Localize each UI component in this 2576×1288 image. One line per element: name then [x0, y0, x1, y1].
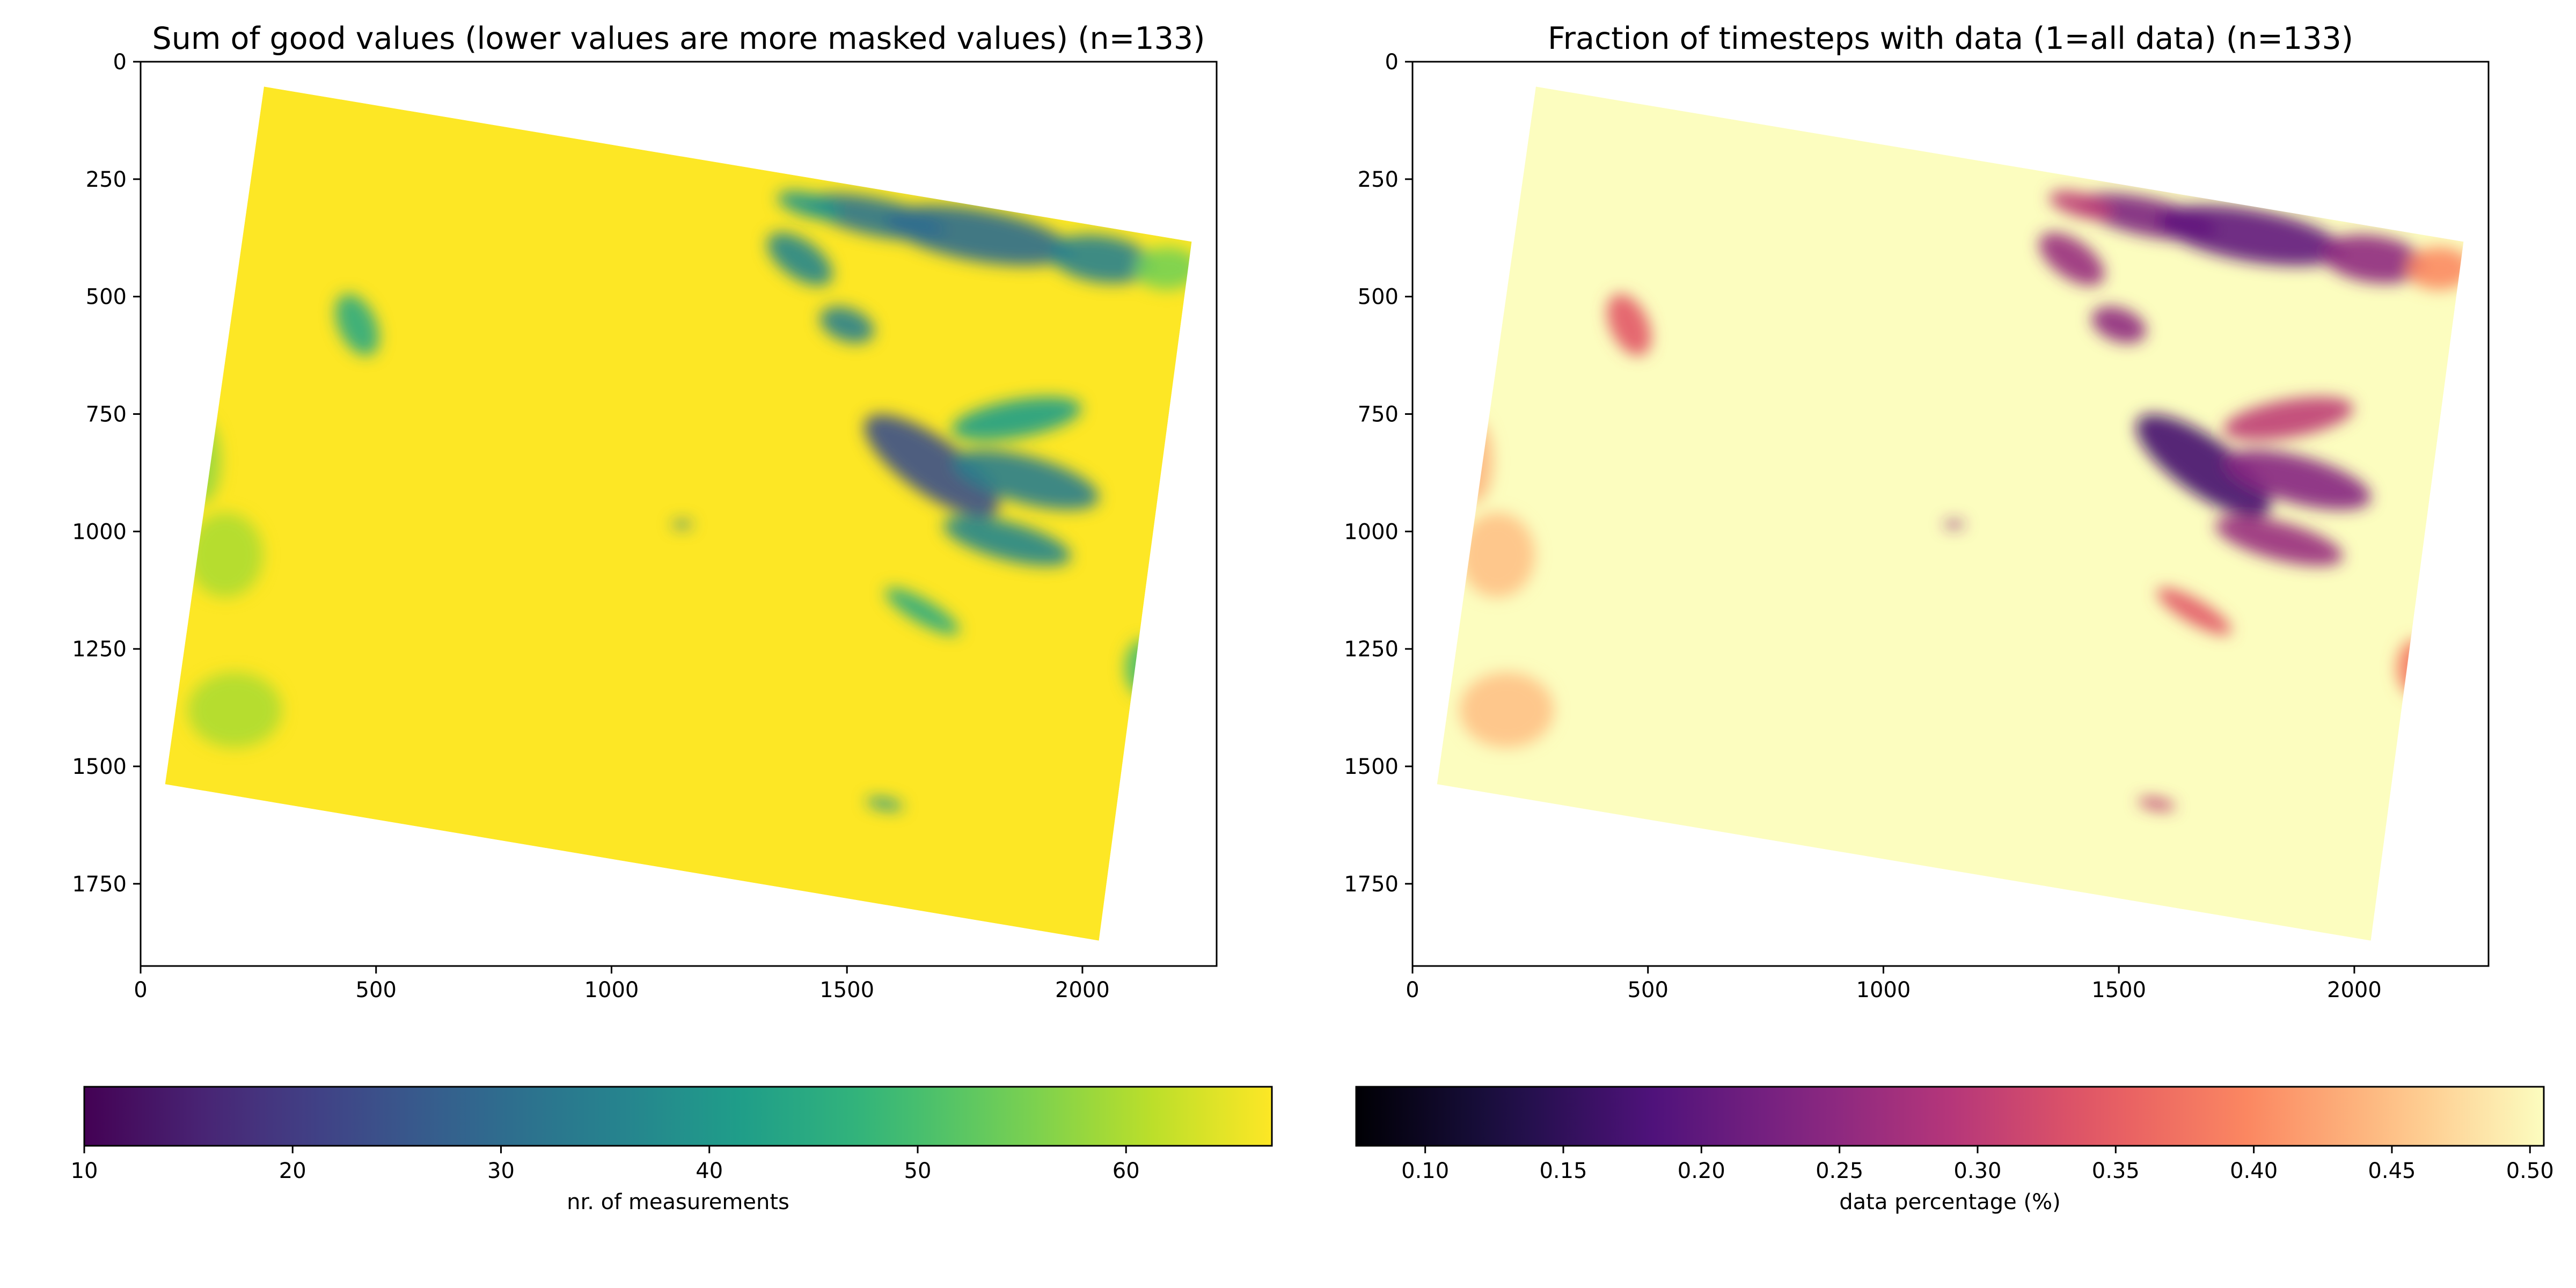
- x-tick-label: 0: [1406, 978, 1419, 1002]
- y-tick-label: 1750: [72, 872, 127, 897]
- colorbar: [1355, 1086, 2545, 1147]
- y-tick-label: 1500: [72, 755, 127, 779]
- heatmap-footprint: [1437, 86, 2464, 941]
- colorbar: [83, 1086, 1273, 1147]
- heatmap-feature-11: [2157, 588, 2231, 635]
- y-tick-label: 0: [1385, 50, 1399, 75]
- x-tick-label: 1500: [819, 978, 874, 1002]
- heatmap-feature-9: [2224, 450, 2371, 510]
- x-tick-label: 500: [1628, 978, 1668, 1002]
- heatmap-panel-sum-good-values: 0 500 1000 1500 2000 0 250 500 750 1000 1250 1500 17…: [71, 21, 1273, 1214]
- y-tick-label: 500: [1358, 285, 1399, 310]
- heatmap-feature-12: [1607, 294, 1651, 356]
- heatmap-feature-10: [943, 516, 1071, 566]
- x-tick-label: 2000: [1055, 978, 1110, 1002]
- y-tick-label: 750: [1358, 402, 1399, 427]
- colorbar-tick-label: 0.35: [2092, 1159, 2140, 1183]
- y-tick-label: 250: [86, 167, 127, 192]
- heatmap-feature-8: [951, 397, 1082, 441]
- colorbar-tick-label: 0.30: [1953, 1159, 2001, 1183]
- colorbar-tick-label: 0.40: [2230, 1159, 2278, 1183]
- y-tick-label: 1250: [1344, 637, 1399, 662]
- x-tick-label: 1000: [584, 978, 639, 1002]
- heatmap-footprint: [165, 86, 1192, 941]
- y-tick-label: 1500: [1344, 755, 1399, 779]
- y-tick-label: 750: [86, 402, 127, 427]
- heatmap-panel-fraction-timesteps: 0 500 1000 1500 2000 0 250 500 750 1000 1250 1500 17…: [1344, 21, 2554, 1214]
- heatmap-feature-14: [671, 521, 693, 529]
- y-tick-label: 500: [86, 285, 127, 310]
- x-tick-label: 1500: [2091, 978, 2146, 1002]
- heatmap-feature-5: [2039, 232, 2105, 286]
- heatmap-feature-6: [819, 306, 874, 343]
- colorbar-label: data percentage (%): [1839, 1190, 2060, 1214]
- x-tick-label: 0: [134, 978, 147, 1002]
- colorbar-tick-label: 20: [279, 1159, 306, 1183]
- colorbar-tick-label: 0.10: [1401, 1159, 1449, 1183]
- x-tick-label: 2000: [2327, 978, 2382, 1002]
- y-tick-label: 250: [1358, 167, 1399, 192]
- y-tick-label: 0: [113, 50, 127, 75]
- heatmap-feature-15: [1459, 513, 1535, 598]
- axes-frame: [140, 61, 1218, 967]
- heatmap-feature-2: [2322, 235, 2425, 284]
- heatmap-feature-1: [885, 205, 1072, 266]
- y-tick-label: 1000: [72, 519, 127, 544]
- heatmap-feature-16: [1459, 672, 1554, 748]
- heatmap-feature-13: [866, 797, 904, 811]
- heatmap-feature-3: [1134, 247, 1192, 290]
- colorbar-tick-label: 50: [904, 1159, 932, 1183]
- x-tick-label: 1000: [1856, 978, 1911, 1002]
- y-tick-label: 1750: [1344, 872, 1399, 897]
- heatmap-feature-12: [335, 294, 379, 356]
- heatmap-feature-10: [2215, 516, 2343, 566]
- chart-title: Sum of good values (lower values are mor…: [152, 21, 1205, 56]
- heatmap-image: [165, 86, 1192, 941]
- heatmap-feature-3: [2406, 247, 2464, 290]
- colorbar-tick-label: 0.20: [1678, 1159, 1725, 1183]
- x-tick-label: 500: [356, 978, 397, 1002]
- heatmap-feature-16: [187, 672, 282, 748]
- heatmap-feature-6: [2091, 306, 2146, 343]
- heatmap-feature-8: [2223, 397, 2354, 441]
- heatmap-feature-2: [1050, 235, 1153, 284]
- heatmap-feature-4: [2049, 191, 2113, 219]
- heatmap-feature-13: [2138, 797, 2176, 811]
- chart-title: Fraction of timesteps with data (1=all d…: [1548, 21, 2353, 56]
- colorbar-tick-label: 30: [487, 1159, 515, 1183]
- colorbar-tick-label: 0.25: [1816, 1159, 1863, 1183]
- heatmap-feature-11: [885, 588, 960, 635]
- colorbar-tick-label: 0.50: [2506, 1159, 2554, 1183]
- colorbar-tick-label: 60: [1113, 1159, 1140, 1183]
- heatmap-feature-7: [2136, 414, 2272, 517]
- heatmap-feature-9: [953, 450, 1099, 510]
- colorbar-tick-label: 0.45: [2368, 1159, 2416, 1183]
- heatmap-feature-14: [1943, 521, 1965, 529]
- y-tick-label: 1250: [72, 637, 127, 662]
- colorbar-tick-label: 40: [696, 1159, 723, 1183]
- axes-frame: [1411, 61, 2490, 967]
- colorbar-label: nr. of measurements: [567, 1190, 789, 1214]
- colorbar-tick-label: 10: [71, 1159, 98, 1183]
- heatmap-feature-1: [2157, 205, 2344, 266]
- y-tick-label: 1000: [1344, 519, 1399, 544]
- heatmap-feature-4: [777, 191, 841, 219]
- heatmap-feature-5: [767, 232, 833, 286]
- colorbar-tick-label: 0.15: [1539, 1159, 1587, 1183]
- heatmap-feature-7: [864, 414, 1000, 517]
- heatmap-feature-15: [187, 513, 264, 598]
